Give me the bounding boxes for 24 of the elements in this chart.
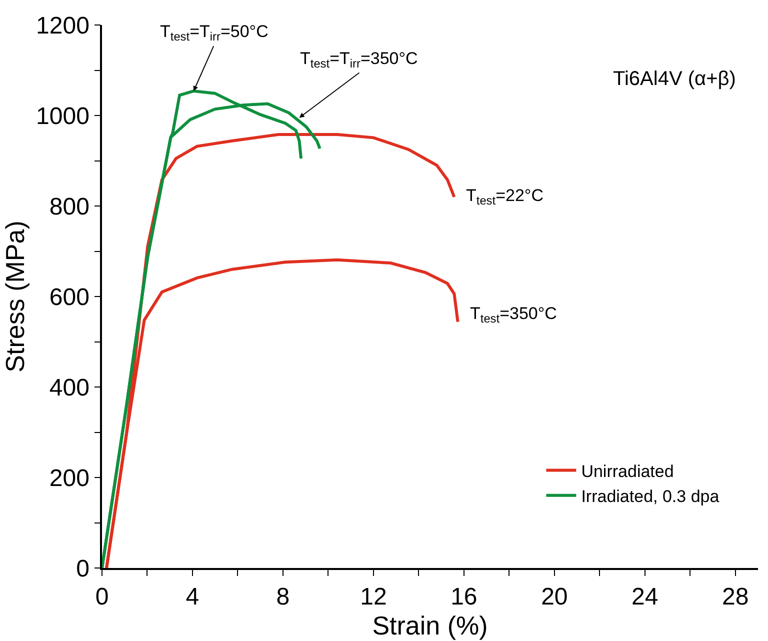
x-tick-label: 4 (186, 584, 200, 611)
y-tick-label: 1000 (36, 102, 90, 130)
legend-label: Irradiated, 0.3 dpa (581, 486, 720, 506)
y-tick-label: 200 (49, 464, 90, 492)
x-tick-label: 28 (722, 584, 749, 611)
x-tick-label: 12 (360, 584, 387, 611)
x-axis-title: Strain (%) (372, 610, 488, 641)
annotation: Ti6Al4V (α+β) (613, 68, 736, 90)
legend-label: Unirradiated (581, 462, 674, 481)
x-tick-label: 16 (450, 584, 478, 611)
y-tick-label: 400 (49, 374, 90, 402)
annotation: T$_{test}$=T$_{irr}$=350°C (300, 49, 418, 71)
annotation: T$_{test}$=350°C (470, 304, 557, 326)
x-tick-label: 24 (632, 584, 658, 611)
x-tick-label: 0 (95, 584, 109, 611)
annotation: T$_{test}$=T$_{irr}$=50°C (160, 22, 268, 44)
y-axis-title: Stress (MPa) (0, 220, 30, 372)
y-tick-label: 600 (49, 284, 90, 311)
y-tick-label: 1200 (36, 12, 90, 40)
annotation: T$_{test}$=22°C (466, 186, 544, 208)
x-tick-label: 20 (541, 584, 568, 611)
y-tick-label: 0 (76, 555, 90, 582)
y-tick-label: 800 (49, 193, 90, 220)
x-tick-label: 8 (276, 584, 290, 611)
